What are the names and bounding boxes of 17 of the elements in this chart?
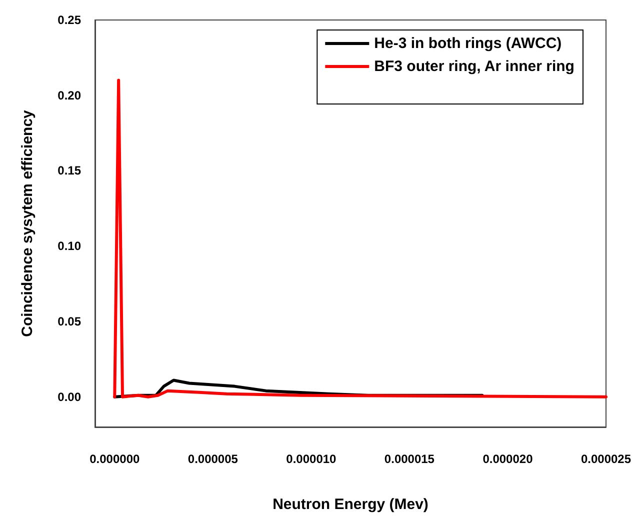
x-tick-label: 0.000005: [188, 452, 238, 466]
x-tick-label: 0.000015: [384, 452, 435, 466]
legend-label: BF3 outer ring, Ar inner ring: [374, 58, 574, 75]
y-tick-label: 0.05: [58, 314, 82, 328]
x-tick-label: 0.000025: [580, 452, 632, 466]
y-tick-label: 0.20: [58, 88, 82, 102]
x-tick-label: 0.000020: [482, 452, 534, 466]
y-tick-label: 0.00: [58, 390, 82, 404]
y-tick-label: 0.10: [58, 239, 82, 254]
x-tick-label: 0.000010: [286, 452, 337, 466]
line-series: [113, 78, 608, 398]
x-tick-label: 0.000000: [90, 452, 140, 466]
legend-label: He-3 in both rings (AWCC): [374, 35, 562, 52]
x-axis-title: Neutron Energy (Mev): [272, 496, 428, 513]
y-tick-label: 0.15: [58, 164, 82, 178]
y-tick-label: 0.25: [58, 13, 82, 27]
y-axis-title: Coincidence sysytem efficiency: [19, 109, 36, 337]
